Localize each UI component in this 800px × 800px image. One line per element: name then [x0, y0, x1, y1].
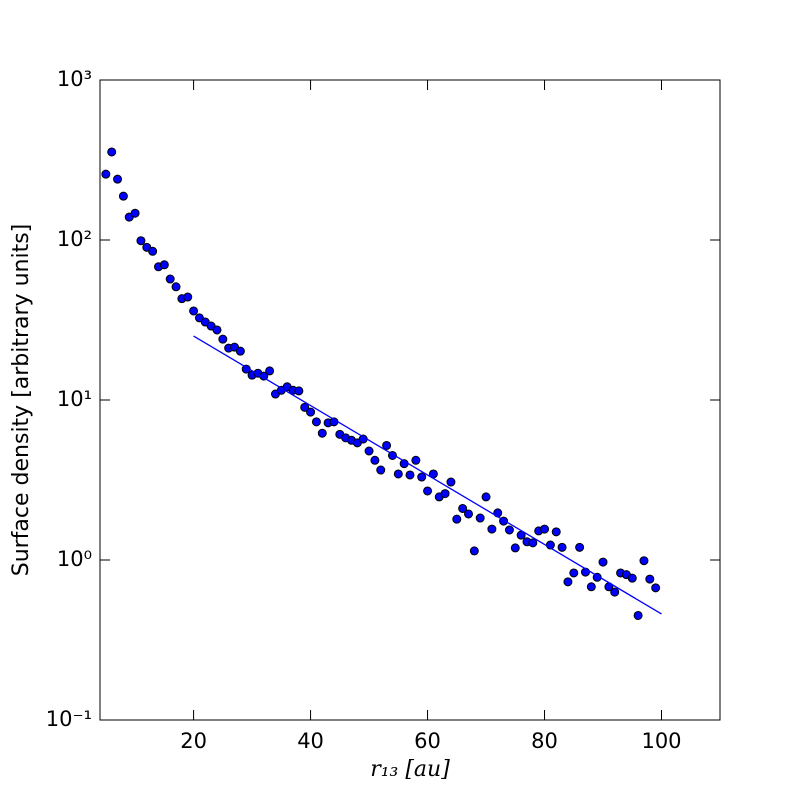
y-tick-label: 10² [57, 227, 92, 251]
data-point [440, 489, 450, 499]
data-point [113, 174, 123, 184]
plot-area [100, 80, 720, 720]
x-tick-label: 40 [297, 729, 324, 753]
data-point [458, 503, 468, 513]
data-point [510, 543, 520, 553]
data-point [317, 428, 327, 438]
fit-line [193, 335, 662, 615]
data-point [148, 246, 158, 256]
data-point [107, 147, 117, 157]
data-point [364, 446, 374, 456]
data-point [300, 402, 310, 412]
data-point [294, 386, 304, 396]
data-point [405, 470, 415, 480]
data-point [551, 527, 561, 537]
x-tick-label: 60 [414, 729, 441, 753]
y-tick-label: 10¹ [57, 387, 92, 411]
data-point [165, 274, 175, 284]
data-point [504, 525, 514, 535]
data-point [481, 492, 491, 502]
data-point [118, 191, 128, 201]
data-point [575, 542, 585, 552]
x-tick-label: 80 [531, 729, 558, 753]
x-tick-label: 20 [180, 729, 207, 753]
data-point [627, 573, 637, 583]
y-tick-label: 10³ [57, 67, 92, 91]
data-point [423, 486, 433, 496]
data-point [569, 568, 579, 578]
data-point [130, 208, 140, 218]
data-point [265, 366, 275, 376]
data-point [235, 346, 245, 356]
data-point [393, 469, 403, 479]
data-point [101, 169, 111, 179]
data-point [376, 465, 386, 475]
data-point [487, 524, 497, 534]
y-tick-label: 10⁻¹ [46, 707, 92, 731]
data-point [218, 334, 228, 344]
data-point [183, 292, 193, 302]
data-point [212, 325, 222, 335]
data-point [540, 524, 550, 534]
data-point [639, 556, 649, 566]
y-tick-label: 10⁰ [57, 547, 92, 571]
data-point [159, 260, 169, 270]
x-tick-label: 100 [641, 729, 681, 753]
data-point [382, 440, 392, 450]
data-point [557, 542, 567, 552]
data-point [417, 472, 427, 482]
data-point [475, 513, 485, 523]
data-point [311, 417, 321, 427]
data-point [586, 582, 596, 592]
data-point [259, 371, 269, 381]
data-point [598, 557, 608, 567]
data-point [610, 587, 620, 597]
data-point [645, 574, 655, 584]
data-point [306, 407, 316, 417]
data-point [633, 610, 643, 620]
y-axis-label: Surface density [arbitrary units] [9, 224, 34, 577]
x-axis-label: r₁₃ [au] [370, 757, 450, 782]
data-point [452, 514, 462, 524]
data-point [446, 477, 456, 487]
data-point [189, 306, 199, 316]
plot-frame [99, 79, 721, 721]
data-point [411, 455, 421, 465]
data-point [136, 236, 146, 246]
data-point [651, 583, 661, 593]
data-point [528, 538, 538, 548]
data-point [171, 282, 181, 292]
data-point [463, 509, 473, 519]
data-point [370, 455, 380, 465]
data-point [563, 577, 573, 587]
data-point [469, 546, 479, 556]
